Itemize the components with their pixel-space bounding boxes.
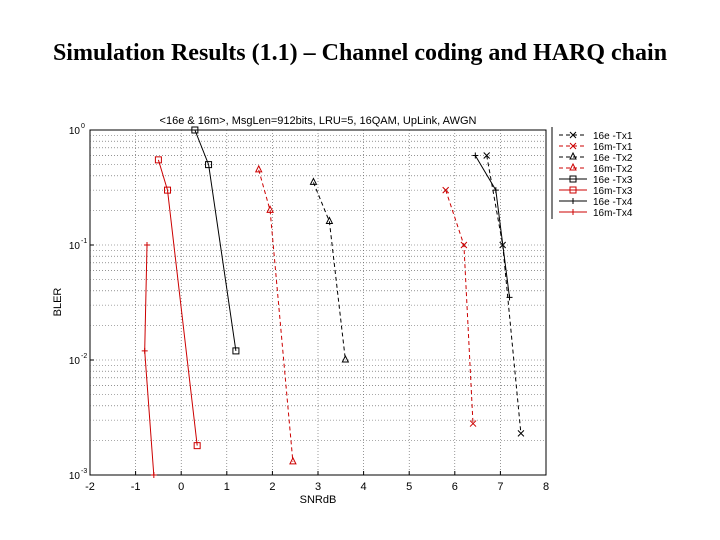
series-group — [483, 152, 525, 437]
series-group — [309, 177, 350, 363]
chart-title: <16e & 16m>, MsgLen=912bits, LRU=5, 16QA… — [160, 115, 477, 127]
x-tick-label: 6 — [452, 481, 458, 493]
data-point-marker — [492, 187, 499, 194]
data-point-marker — [144, 242, 150, 248]
legend-label: 16m-Tx2 — [593, 164, 633, 175]
data-point-marker — [442, 186, 450, 194]
x-tick-label: 0 — [178, 481, 184, 493]
data-point-marker — [309, 177, 318, 185]
series-group — [442, 186, 477, 427]
data-point-marker — [193, 442, 201, 450]
legend-label: 16e -Tx4 — [593, 197, 633, 208]
data-point-marker — [517, 430, 525, 437]
data-point-marker — [141, 347, 148, 354]
series-line — [194, 129, 237, 351]
x-tick-label: -1 — [131, 481, 141, 493]
x-tick-label: -2 — [85, 481, 95, 493]
legend-label: 16m-Tx4 — [593, 208, 633, 219]
legend-label: 16m-Tx3 — [593, 186, 633, 197]
series-group — [254, 164, 297, 465]
x-tick-label: 2 — [269, 481, 275, 493]
data-point-marker — [154, 156, 162, 164]
y-tick-label-base: 10 — [69, 356, 81, 367]
data-point-marker — [289, 456, 297, 465]
data-point-marker — [570, 198, 576, 204]
legend-label: 16e -Tx3 — [593, 175, 633, 186]
data-point-marker — [570, 209, 576, 215]
y-tick-label-exponent: -1 — [81, 238, 87, 245]
data-point-marker — [205, 161, 213, 169]
legend-label: 16e -Tx1 — [593, 131, 633, 142]
data-point-marker — [460, 241, 468, 249]
series-group — [141, 242, 157, 478]
data-point-marker — [569, 162, 577, 171]
y-tick-label-exponent: 0 — [81, 123, 85, 130]
y-tick-label-base: 10 — [69, 471, 81, 482]
x-axis-label: SNRdB — [300, 494, 337, 506]
series-line — [258, 169, 294, 462]
series-group — [472, 152, 513, 301]
y-axis-label: BLER — [52, 288, 64, 317]
data-point-marker — [164, 186, 172, 194]
data-point-marker — [569, 131, 577, 139]
series-group — [154, 156, 201, 450]
data-point-marker — [469, 420, 477, 427]
slide-title: Simulation Results (1.1) – Channel codin… — [52, 40, 668, 66]
x-tick-label: 3 — [315, 481, 321, 493]
grid — [90, 130, 546, 475]
data-point-marker — [569, 151, 577, 160]
data-point-marker — [150, 472, 157, 478]
data-point-marker — [506, 294, 513, 301]
data-point-marker — [569, 142, 577, 150]
data-point-marker — [191, 126, 199, 134]
data-point-marker — [266, 205, 274, 213]
data-point-marker — [325, 216, 334, 225]
x-tick-label: 1 — [224, 481, 230, 493]
data-point-marker — [569, 186, 577, 194]
data-point-marker — [232, 347, 240, 355]
series-layer — [141, 126, 525, 478]
series-group — [191, 126, 240, 355]
y-tick-label-base: 10 — [69, 241, 81, 252]
y-tick-label-base: 10 — [69, 126, 81, 137]
y-tick-label-exponent: -3 — [81, 468, 87, 475]
data-point-marker — [569, 175, 577, 183]
series-line — [486, 155, 522, 434]
x-tick-label: 4 — [361, 481, 367, 493]
data-point-marker — [341, 354, 350, 363]
data-point-marker — [483, 152, 491, 159]
x-tick-label: 7 — [497, 481, 503, 493]
data-point-marker — [254, 164, 263, 173]
y-tick-label-exponent: -2 — [81, 353, 87, 360]
data-point-marker — [472, 152, 479, 159]
series-line — [312, 182, 346, 361]
x-tick-label: 8 — [543, 481, 549, 493]
legend-label: 16m-Tx1 — [593, 142, 633, 153]
x-tick-label: 5 — [406, 481, 412, 493]
legend-label: 16e -Tx2 — [593, 153, 633, 164]
series-line — [157, 159, 198, 446]
